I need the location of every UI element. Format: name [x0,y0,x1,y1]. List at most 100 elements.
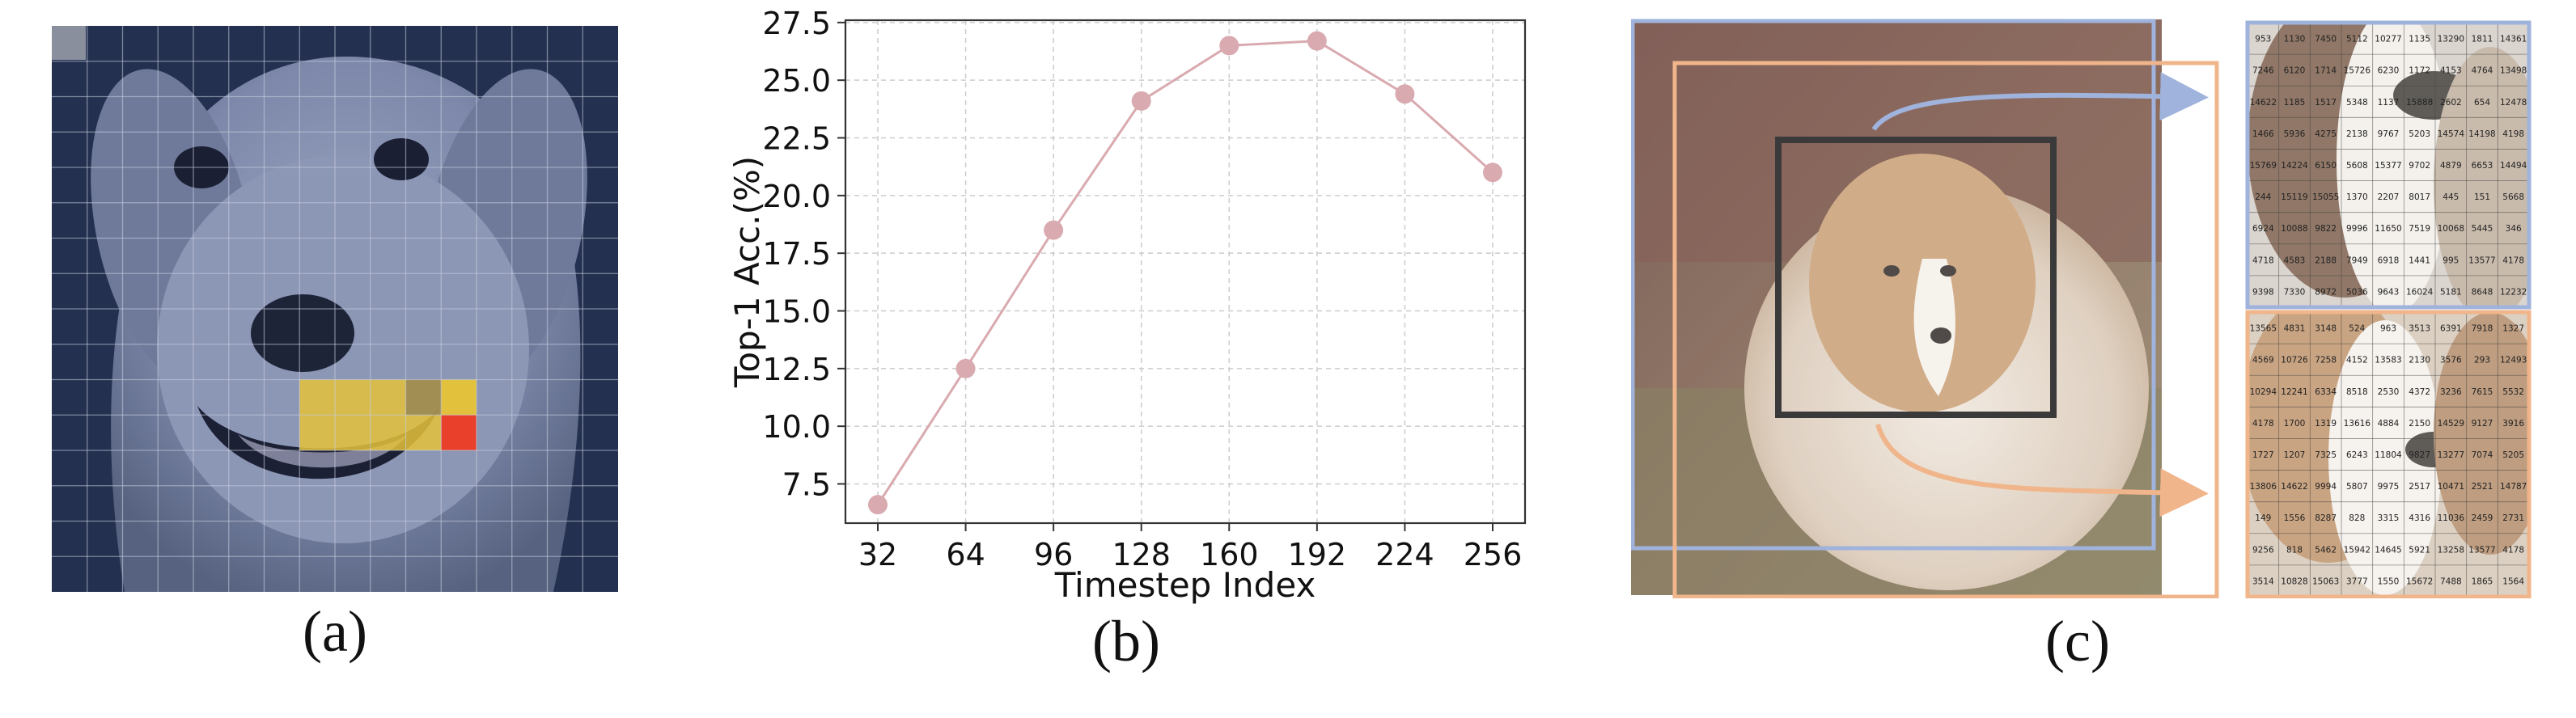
token-value: 4569 [2252,356,2274,365]
token-value: 2530 [2378,387,2400,397]
token-grid-bottom: 13565 4831 3148 524 963 3513 6391 7918 1327 4569 1… [2245,310,2532,599]
token-value: 5205 [2502,450,2524,460]
token-value: 15726 [2344,66,2371,76]
token-value: 5445 [2472,224,2493,234]
token-value: 6334 [2315,387,2337,397]
token-value: 13277 [2438,450,2464,460]
token-values-bottom: 13565 4831 3148 524 963 3513 6391 7918 1327 4569 1… [2248,312,2529,597]
token-value: 12493 [2500,356,2527,365]
token-value: 293 [2474,356,2490,365]
token-value: 13565 [2250,324,2277,334]
token-value: 6230 [2378,66,2400,76]
x-tick-label: 96 [1034,537,1073,572]
collie-photo [1631,19,2162,595]
token-value: 1727 [2252,450,2274,460]
token-value: 10828 [2281,577,2307,586]
token-value: 2517 [2409,482,2430,492]
token-value: 3236 [2440,387,2462,397]
y-axis-ticks: 7.5 10.0 12.5 15.0 17.5 20.0 22.5 25.0 27.5 [762,6,845,502]
token-value: 15119 [2281,192,2307,202]
token-value: 15055 [2312,192,2339,202]
token-value: 4198 [2502,129,2524,139]
token-value: 13290 [2438,35,2464,44]
y-tick-label: 15.0 [762,294,831,330]
y-tick-label: 20.0 [762,179,831,214]
data-point [1307,31,1327,51]
orange-crop-box [1672,61,2219,599]
highlight-patch-yellow [370,415,406,450]
token-value: 1517 [2315,98,2337,108]
token-value: 3315 [2378,513,2400,523]
token-value: 818 [2286,545,2303,555]
token-value: 4831 [2284,324,2306,334]
token-value: 2138 [2346,129,2368,139]
y-tick-label: 12.5 [762,352,831,387]
panel-b-chart: 7.5 10.0 12.5 15.0 17.5 20.0 22.5 25.0 27.5 32 64… [712,0,1545,615]
highlight-patch-yellow [299,379,335,416]
token-value: 4178 [2502,545,2524,555]
token-value: 1441 [2409,256,2430,265]
token-value: 1130 [2284,35,2306,44]
token-value: 1319 [2315,419,2337,429]
token-value: 9256 [2252,545,2274,555]
token-value: 4316 [2409,513,2430,523]
token-value: 13577 [2468,256,2495,265]
token-value: 12478 [2500,98,2527,108]
token-value: 1135 [2409,35,2430,44]
token-value: 1865 [2472,577,2493,586]
token-value: 4764 [2472,66,2493,76]
data-point [1044,220,1064,240]
highlight-patch-yellow [370,379,406,416]
token-value: 524 [2349,324,2365,334]
token-value: 2130 [2409,356,2430,365]
token-value: 9822 [2315,224,2337,234]
caption-b: (b) [1092,609,1160,674]
highlight-patch-yellow [335,415,371,450]
token-value: 10277 [2375,35,2401,44]
plot-frame [844,19,1527,525]
token-value: 7325 [2315,450,2337,460]
token-value: 445 [2443,192,2459,202]
token-value: 995 [2443,256,2459,265]
y-tick-label: 10.0 [762,409,831,445]
token-value: 14224 [2281,161,2308,171]
token-value: 7519 [2409,224,2430,234]
arrow-to-top-grid [1871,72,2209,131]
attention-highlights [299,379,477,450]
token-value: 953 [2255,35,2271,44]
collie-eye-right [1940,265,1956,277]
token-value: 15672 [2406,577,2433,586]
token-value: 13616 [2344,419,2371,429]
token-value: 13498 [2500,66,2527,76]
collie-nose [1930,327,1951,344]
x-tick-label: 224 [1375,537,1434,572]
token-value: 10726 [2281,356,2308,365]
token-value: 15942 [2344,545,2371,555]
token-value: 8017 [2409,192,2430,202]
token-value: 1327 [2502,324,2524,334]
collie-eye-left [1883,265,1900,277]
token-value: 5462 [2315,545,2337,555]
token-value: 7615 [2472,387,2493,397]
highlight-patch-yellow [441,379,477,416]
token-value: 4178 [2252,419,2274,429]
token-value: 11650 [2375,224,2401,234]
token-value: 2207 [2378,192,2400,202]
token-value: 9975 [2378,482,2400,492]
token-value: 10088 [2281,224,2307,234]
highlight-patch-red [441,415,477,450]
token-value: 3513 [2409,324,2430,334]
token-value: 3576 [2440,356,2462,365]
token-value: 11036 [2438,513,2465,523]
token-value: 1811 [2472,35,2493,44]
x-tick-label: 160 [1200,537,1259,572]
token-value: 8287 [2315,513,2337,523]
token-value: 9398 [2252,287,2274,297]
token-value: 1207 [2284,450,2306,460]
right-eye [374,138,429,180]
token-value: 14574 [2438,129,2465,139]
token-value: 2150 [2409,419,2430,429]
token-value: 5608 [2346,161,2368,171]
token-value: 1564 [2502,577,2524,586]
token-value: 1714 [2315,66,2337,76]
